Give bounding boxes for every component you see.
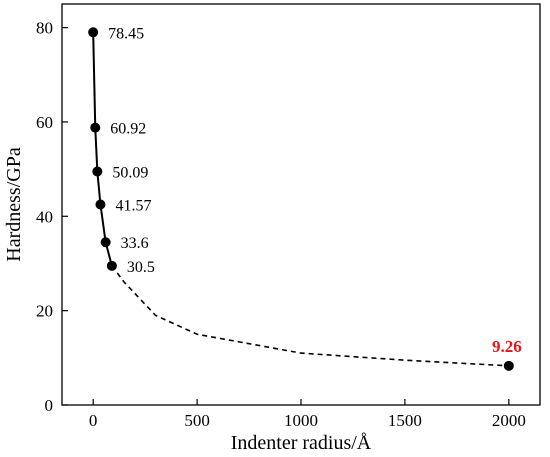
data-labels: 78.45 60.92 50.09 41.57 33.6 30.5 9.26: [108, 25, 522, 356]
dashed-trend-line: [111, 265, 509, 367]
data-label: 50.09: [112, 164, 148, 181]
x-tick-label: 1500: [388, 411, 422, 430]
data-label: 60.92: [110, 121, 146, 138]
x-tick-label: 500: [184, 411, 210, 430]
data-point: [90, 122, 101, 133]
data-label: 41.57: [115, 198, 151, 215]
series-lines: [92, 32, 509, 367]
data-point: [100, 237, 111, 248]
data-point: [106, 260, 117, 271]
y-tick-label: 20: [36, 302, 53, 321]
data-point: [95, 199, 106, 210]
highlight-data-label: 9.26: [492, 337, 522, 356]
y-tick-label: 80: [36, 19, 53, 38]
axis-ticks: 0 500 1000 1500 2000 0 20 40 60 80: [36, 19, 526, 430]
data-label: 30.5: [127, 259, 155, 276]
data-label: 78.45: [108, 25, 144, 42]
x-tick-label: 2000: [492, 411, 526, 430]
x-tick-label: 0: [89, 411, 98, 430]
y-tick-label: 0: [45, 396, 54, 415]
x-axis-title: Indenter radius/Å: [231, 432, 372, 454]
y-tick-label: 60: [36, 113, 53, 132]
y-tick-label: 40: [36, 207, 53, 226]
x-tick-label: 1000: [284, 411, 318, 430]
data-point: [92, 166, 103, 177]
solid-series-line: [92, 32, 113, 267]
data-point: [88, 27, 99, 38]
data-label: 33.6: [121, 235, 149, 252]
data-point: [503, 360, 514, 371]
series-points: [88, 27, 514, 371]
y-axis-title: Hardness/GPa: [3, 147, 25, 262]
